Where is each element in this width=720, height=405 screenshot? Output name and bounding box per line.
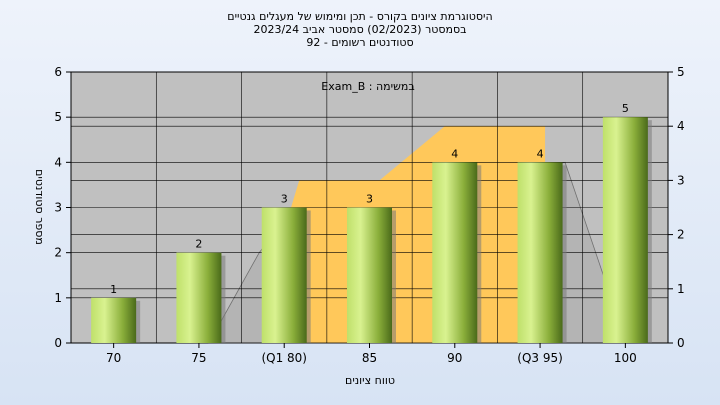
chart-title-line-2: בסמסטר (02/2023) סמסטר אביב 2023/24	[253, 23, 467, 36]
y-tick-label: 3	[54, 201, 62, 215]
bar-85	[347, 207, 392, 343]
chart-title-line-1: היסטוגרמת ציונים בקורס - תכן ומימוש של מ…	[227, 10, 493, 23]
x-tick-label: 75	[191, 351, 206, 365]
bar-75	[176, 252, 222, 343]
x-axis-title: טווח ציונים	[345, 374, 395, 387]
data-label-85: 3	[366, 193, 373, 206]
y2-tick-label: 2	[677, 228, 685, 242]
data-label-(Q1 80): 3	[281, 193, 288, 206]
y-tick-label: 4	[54, 155, 62, 169]
x-tick-label: (Q1 80)	[261, 351, 307, 365]
y-tick-label: 1	[54, 291, 62, 305]
bar-90	[432, 162, 478, 343]
x-tick-label: (Q3 95)	[517, 351, 563, 365]
chart-title-line-3: סטודנטים רשומים - 92	[306, 36, 414, 49]
y-tick-label: 2	[54, 246, 62, 260]
y2-tick-label: 3	[677, 173, 685, 187]
x-tick-label: 70	[106, 351, 121, 365]
y2-tick-label: 5	[677, 65, 685, 79]
x-tick-label: 100	[614, 351, 637, 365]
exam-annotation: Exam_B : במשימה	[321, 80, 414, 93]
y-tick-label: 0	[54, 336, 62, 350]
bar-70	[91, 297, 137, 343]
bar-(Q1 80)	[261, 207, 307, 343]
bar-(Q3 95)	[517, 162, 563, 343]
x-tick-label: 85	[362, 351, 377, 365]
data-label-90: 4	[451, 147, 458, 160]
chart-title: היסטוגרמת ציונים בקורס - תכן ומימוש של מ…	[0, 10, 720, 49]
data-label-75: 2	[195, 238, 202, 251]
y-tick-label: 6	[54, 65, 62, 79]
y2-tick-label: 4	[677, 119, 685, 133]
y-axis-title: מספר סטודנטים	[33, 169, 46, 245]
y2-tick-label: 0	[677, 336, 685, 350]
data-label-(Q3 95): 4	[537, 147, 544, 160]
data-label-100: 5	[622, 102, 629, 115]
data-label-70: 1	[110, 283, 117, 296]
x-tick-label: 90	[447, 351, 462, 365]
y2-tick-label: 1	[677, 282, 685, 296]
bar-100	[602, 117, 648, 344]
y-tick-label: 5	[54, 110, 62, 124]
